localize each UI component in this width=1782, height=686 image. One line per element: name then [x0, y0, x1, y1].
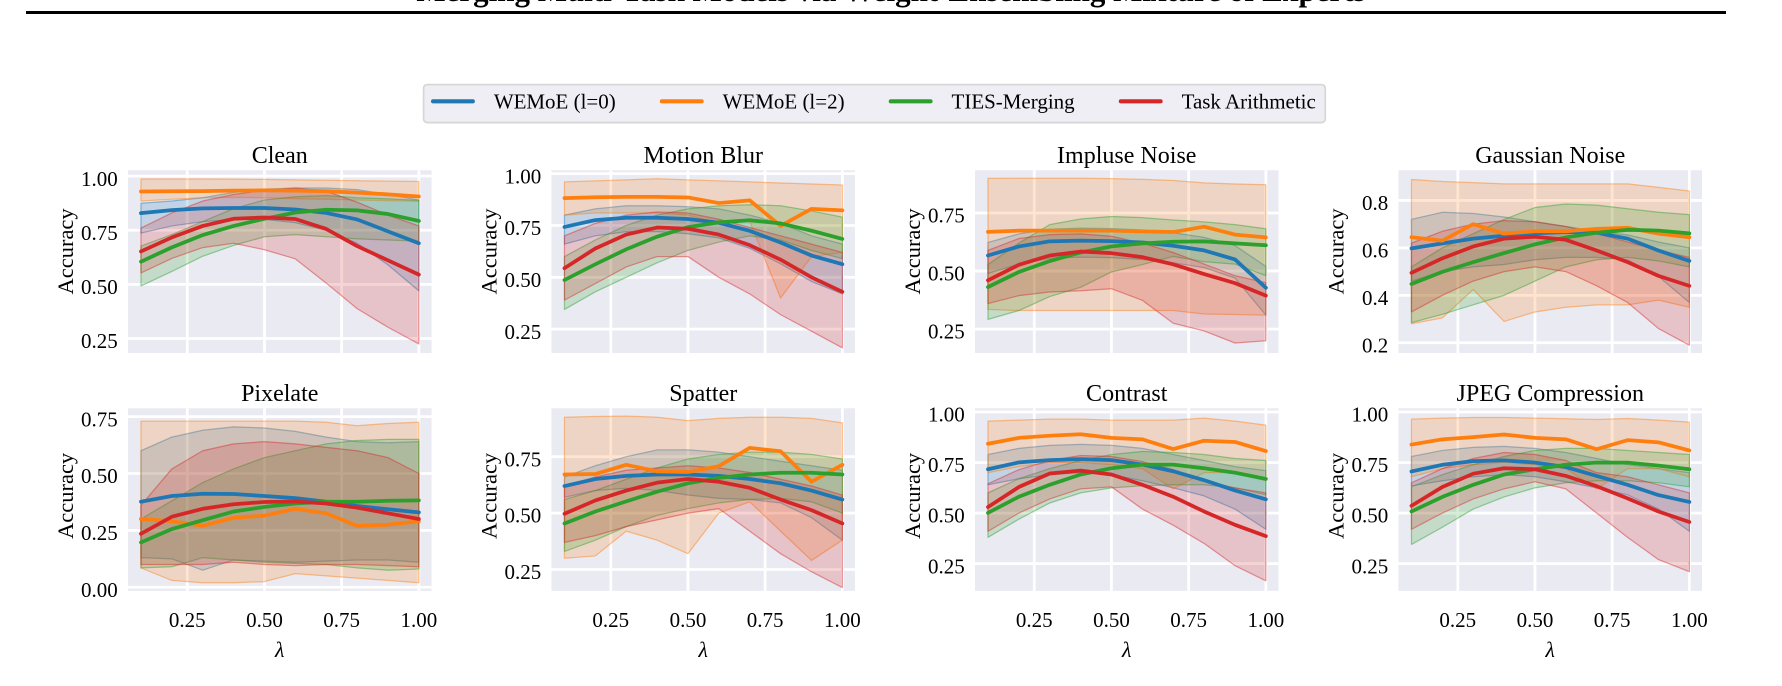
svg-text:1.00: 1.00	[928, 403, 965, 427]
svg-text:0.75: 0.75	[928, 453, 965, 477]
svg-text:Accuracy: Accuracy	[53, 208, 78, 295]
svg-text:1.00: 1.00	[400, 608, 437, 632]
svg-text:0.75: 0.75	[1170, 608, 1207, 632]
svg-text:0.50: 0.50	[81, 275, 118, 299]
svg-text:0.4: 0.4	[1362, 286, 1389, 310]
svg-text:0.75: 0.75	[81, 407, 118, 431]
svg-text:Impluse Noise: Impluse Noise	[1057, 143, 1196, 169]
svg-text:0.6: 0.6	[1362, 239, 1388, 263]
svg-text:0.25: 0.25	[505, 560, 542, 584]
svg-text:0.75: 0.75	[928, 204, 965, 228]
svg-text:0.75: 0.75	[1352, 453, 1389, 477]
svg-text:λ: λ	[1121, 638, 1131, 662]
svg-text:0.50: 0.50	[81, 464, 118, 488]
svg-text:1.00: 1.00	[824, 608, 861, 632]
svg-text:0.25: 0.25	[928, 320, 965, 344]
svg-text:0.25: 0.25	[81, 521, 118, 545]
svg-text:0.50: 0.50	[928, 262, 965, 286]
svg-text:0.25: 0.25	[169, 608, 206, 632]
svg-text:0.50: 0.50	[1093, 608, 1130, 632]
svg-text:0.25: 0.25	[1439, 608, 1476, 632]
svg-text:Accuracy: Accuracy	[900, 208, 925, 295]
svg-text:0.50: 0.50	[1352, 504, 1389, 528]
svg-text:Gaussian Noise: Gaussian Noise	[1475, 143, 1625, 169]
svg-text:1.00: 1.00	[1352, 403, 1389, 427]
svg-text:Clean: Clean	[252, 143, 308, 169]
svg-text:1.00: 1.00	[1247, 608, 1284, 632]
svg-text:Task Arithmetic: Task Arithmetic	[1182, 90, 1316, 114]
svg-text:0.50: 0.50	[670, 608, 707, 632]
svg-text:JPEG Compression: JPEG Compression	[1457, 381, 1644, 407]
svg-text:Spatter: Spatter	[669, 381, 737, 407]
svg-text:0.50: 0.50	[246, 608, 283, 632]
svg-text:λ: λ	[1545, 638, 1555, 662]
svg-text:Accuracy: Accuracy	[476, 208, 501, 295]
svg-text:0.50: 0.50	[505, 504, 542, 528]
svg-text:1.00: 1.00	[505, 164, 542, 188]
svg-text:0.75: 0.75	[747, 608, 784, 632]
svg-text:Accuracy: Accuracy	[476, 452, 501, 539]
svg-text:λ: λ	[698, 638, 708, 662]
svg-text:0.50: 0.50	[928, 504, 965, 528]
svg-text:WEMoE (l=2): WEMoE (l=2)	[723, 90, 845, 114]
svg-text:0.75: 0.75	[81, 221, 118, 245]
svg-text:0.25: 0.25	[1352, 554, 1389, 578]
svg-text:0.50: 0.50	[505, 268, 542, 292]
svg-text:1.00: 1.00	[1671, 608, 1708, 632]
svg-text:Accuracy: Accuracy	[53, 452, 78, 539]
svg-text:Motion Blur: Motion Blur	[644, 143, 763, 169]
svg-text:0.2: 0.2	[1362, 333, 1388, 357]
svg-text:0.8: 0.8	[1362, 191, 1388, 215]
svg-text:0.75: 0.75	[505, 447, 542, 471]
svg-text:0.25: 0.25	[81, 329, 118, 353]
svg-text:Accuracy: Accuracy	[1323, 208, 1348, 295]
svg-text:0.50: 0.50	[1517, 608, 1554, 632]
svg-text:0.25: 0.25	[592, 608, 629, 632]
svg-text:0.75: 0.75	[1594, 608, 1631, 632]
svg-text:0.75: 0.75	[505, 216, 542, 240]
svg-text:Accuracy: Accuracy	[1323, 452, 1348, 539]
svg-text:0.00: 0.00	[81, 578, 118, 602]
svg-text:λ: λ	[274, 638, 284, 662]
svg-text:WEMoE (l=0): WEMoE (l=0)	[494, 90, 616, 114]
svg-text:Contrast: Contrast	[1086, 381, 1168, 407]
svg-text:Accuracy: Accuracy	[900, 452, 925, 539]
svg-text:1.00: 1.00	[81, 167, 118, 191]
svg-text:0.25: 0.25	[928, 554, 965, 578]
svg-text:TIES-Merging: TIES-Merging	[952, 90, 1076, 114]
svg-text:Pixelate: Pixelate	[241, 381, 318, 407]
svg-text:0.25: 0.25	[1016, 608, 1053, 632]
svg-text:0.75: 0.75	[323, 608, 360, 632]
svg-text:0.25: 0.25	[505, 320, 542, 344]
